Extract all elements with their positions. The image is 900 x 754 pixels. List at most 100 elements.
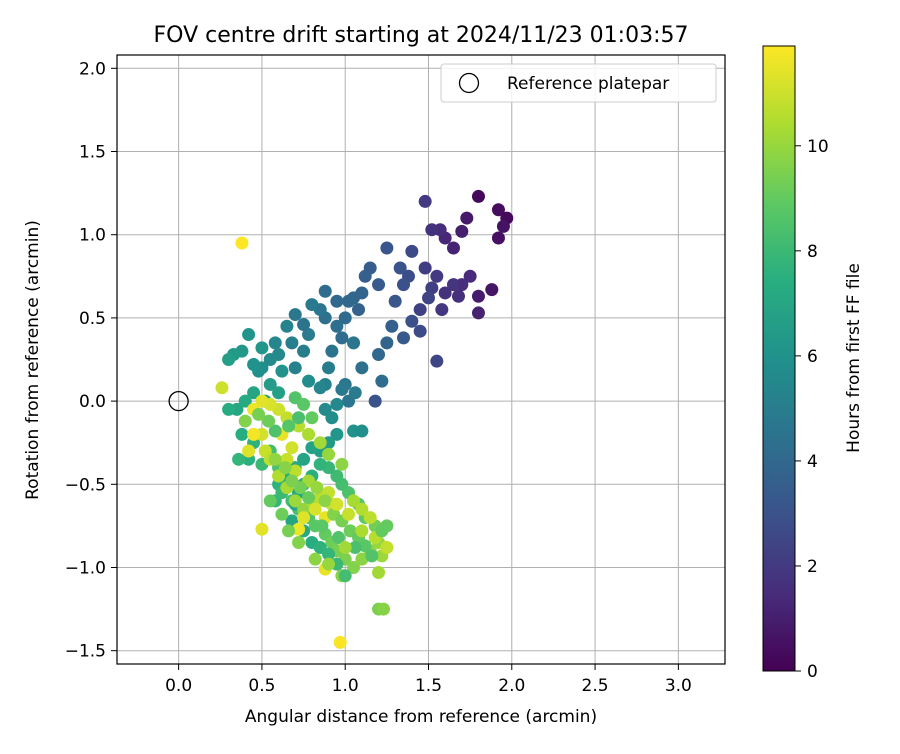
data-point [288,464,302,478]
data-point [315,519,329,533]
data-point [338,311,352,325]
data-point [333,635,347,649]
data-point [380,336,394,350]
data-point [348,541,362,555]
data-point [305,298,319,312]
x-tick-label: 2.0 [498,676,525,696]
data-point [375,524,389,538]
data-point [397,278,411,292]
data-point [272,386,286,400]
data-point [380,541,394,555]
data-point [421,291,435,305]
y-tick-label: 1.5 [79,143,106,163]
data-point [330,469,344,483]
colorbar-ticks: 0 2 4 6 8 10 [795,137,829,682]
data-point [430,269,444,283]
data-point [322,361,336,375]
x-tick-label: 1.0 [332,676,359,696]
data-point [338,541,352,555]
data-point [302,427,316,441]
data-point [425,281,439,295]
x-axis-label: Angular distance from reference (arcmin) [245,707,597,727]
data-point [368,394,382,408]
colorbar-tick-label: 10 [807,137,829,157]
y-tick-label: 0.0 [79,392,106,412]
data-point [413,303,427,317]
data-point [418,194,432,208]
data-point [302,491,316,505]
data-point [288,494,302,508]
data-point [330,427,344,441]
colorbar: 0 2 4 6 8 10 Hours from first FF file [762,45,864,682]
data-point [347,560,361,574]
legend-marker-icon [458,72,480,94]
data-point [313,457,327,471]
data-point [238,414,252,428]
data-point [313,381,327,395]
data-point [242,328,256,342]
data-point [335,457,349,471]
y-tick-label: −0.5 [65,475,106,495]
data-point [275,507,289,521]
data-point [372,278,386,292]
data-point [302,328,316,342]
data-point [242,444,256,458]
data-point [491,203,505,217]
x-tick-label: 2.5 [582,676,609,696]
colorbar-tick-label: 6 [807,347,818,367]
data-point [491,231,505,245]
data-point [318,284,332,298]
data-point [285,474,299,488]
data-point [297,452,311,466]
data-point [263,377,277,391]
data-point [292,522,306,536]
data-point [297,344,311,358]
y-tick-label: −1.5 [65,642,106,662]
data-point [322,557,336,571]
data-point [335,382,349,396]
data-point [247,427,261,441]
x-tick-label: 0.5 [248,676,275,696]
data-point [471,189,485,203]
plot-frame [116,54,726,665]
data-point [365,549,379,563]
data-point [280,319,294,333]
data-point [375,374,389,388]
data-point [305,411,319,425]
data-point [285,336,299,350]
y-tick-label: 0.5 [79,309,106,329]
data-point [348,386,362,400]
colorbar-tick-label: 8 [807,242,818,262]
y-tick-label: −1.0 [65,558,106,578]
data-point [335,331,349,345]
data-point [446,278,460,292]
data-point [310,481,324,495]
data-point [222,402,236,416]
data-point [338,569,352,583]
data-point [252,407,266,421]
data-point [255,394,269,408]
legend: Reference platepar [440,63,717,103]
data-point [471,306,485,320]
data-point [380,241,394,255]
colorbar-tick-label: 4 [807,452,818,472]
data-point [358,539,372,553]
colorbar-tick-label: 0 [807,662,818,682]
data-point [372,565,386,579]
data-point [430,354,444,368]
grid-lines [117,55,725,664]
x-tick-label: 1.5 [415,676,442,696]
data-point [263,353,277,366]
data-point [451,289,465,303]
data-point [268,424,282,438]
data-point [282,419,296,433]
y-axis-ticks: −1.5 −1.0 −0.5 0.0 0.5 1.0 1.5 2.0 [65,59,117,662]
data-point [418,261,432,275]
data-point [425,223,439,237]
data-point [485,283,499,297]
legend-box [440,63,717,103]
data-point [363,511,377,525]
data-point [446,241,460,255]
data-point [397,331,411,345]
data-point [322,547,336,561]
